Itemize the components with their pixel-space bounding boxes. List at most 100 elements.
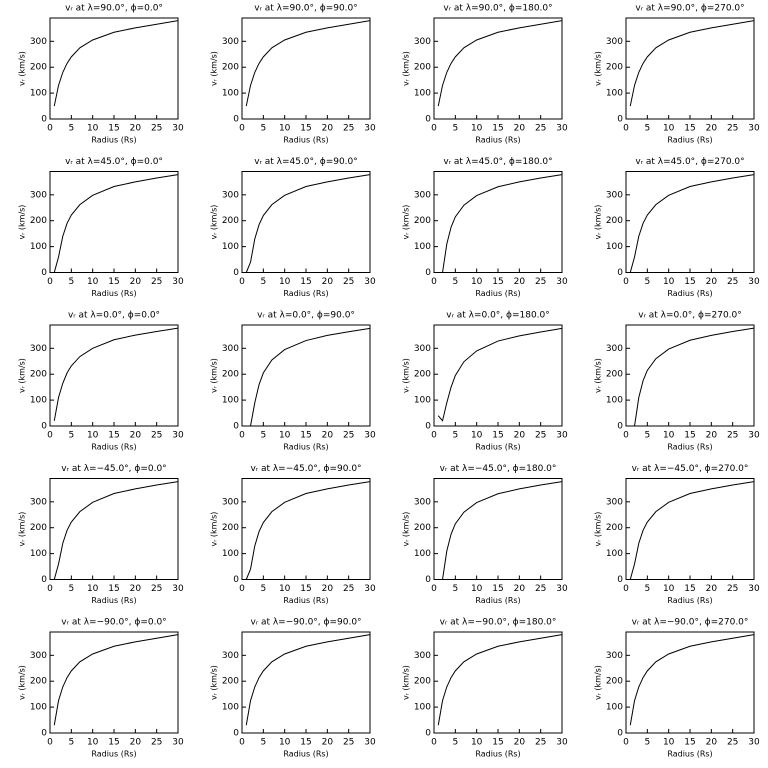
y-axis-label: vᵣ (km/s) xyxy=(594,51,603,86)
y-tick-label: 200 xyxy=(30,63,47,73)
y-tick-label: 300 xyxy=(606,344,623,354)
panel: vᵣ at λ=−45.0°, ϕ=90.0°0 5 10 15 20 25 3001002… xyxy=(210,464,376,605)
x-tick-label: 10 xyxy=(279,584,291,594)
x-tick-label: 5 xyxy=(68,277,74,287)
x-tick-label: 25 xyxy=(727,431,738,441)
y-axis-label: vᵣ (km/s) xyxy=(18,665,27,700)
y-tick-label: 300 xyxy=(606,651,623,661)
y-tick-label: 0 xyxy=(617,729,623,739)
y-tick-label: 100 xyxy=(30,396,47,406)
x-tick-label: 20 xyxy=(322,738,334,748)
x-tick-label: 0 xyxy=(431,277,437,287)
x-tick-label: 15 xyxy=(492,431,503,441)
y-tick-label: 200 xyxy=(414,370,431,380)
y-tick-label: 200 xyxy=(606,63,623,73)
y-tick-label: 0 xyxy=(425,575,431,585)
y-tick-label: 300 xyxy=(606,497,623,507)
panel: vᵣ at λ=90.0°, ϕ=90.0°0 5 10 15 20 25 30010020… xyxy=(210,4,376,145)
x-tick-label: 25 xyxy=(535,584,546,594)
x-tick-label: 25 xyxy=(343,124,354,134)
x-tick-label: 20 xyxy=(322,584,334,594)
x-tick-label: 15 xyxy=(684,124,695,134)
panel-title: vᵣ at λ=−45.0°, ϕ=180.0° xyxy=(440,464,557,474)
x-tick-label: 30 xyxy=(364,431,376,441)
y-tick-label: 300 xyxy=(222,497,239,507)
y-axis-label: vᵣ (km/s) xyxy=(210,665,219,700)
y-tick-label: 300 xyxy=(414,344,431,354)
y-tick-label: 100 xyxy=(606,549,623,559)
y-tick-label: 100 xyxy=(222,396,239,406)
x-tick-label: 5 xyxy=(644,124,650,134)
x-tick-label: 30 xyxy=(556,277,568,287)
x-tick-label: 0 xyxy=(47,584,53,594)
y-tick-label: 100 xyxy=(414,242,431,252)
x-axis-label: Radius (Rs) xyxy=(283,596,328,605)
x-tick-label: 5 xyxy=(260,277,266,287)
y-tick-label: 0 xyxy=(233,115,239,125)
panel-title: vᵣ at λ=90.0°, ϕ=90.0° xyxy=(254,4,358,14)
x-tick-label: 15 xyxy=(492,277,503,287)
panel-title: vᵣ at λ=90.0°, ϕ=270.0° xyxy=(635,4,744,14)
x-tick-label: 0 xyxy=(47,124,53,134)
panel-title: vᵣ at λ=0.0°, ϕ=270.0° xyxy=(638,311,742,321)
panel: vᵣ at λ=45.0°, ϕ=0.0°0 5 10 15 20 25 300100200… xyxy=(18,157,184,298)
y-tick-label: 0 xyxy=(425,422,431,432)
panel: vᵣ at λ=90.0°, ϕ=270.0°0 5 10 15 20 25 3001002… xyxy=(594,4,760,145)
x-axis-label: Radius (Rs) xyxy=(667,136,712,145)
line xyxy=(245,20,371,107)
plot-frame xyxy=(49,631,179,734)
y-tick-label: 100 xyxy=(414,549,431,559)
x-axis-label: Radius (Rs) xyxy=(283,750,328,759)
y-axis-label: vᵣ (km/s) xyxy=(210,358,219,393)
y-tick-label: 300 xyxy=(30,651,47,661)
x-tick-label: 10 xyxy=(87,431,99,441)
x-tick-label: 20 xyxy=(130,277,142,287)
y-tick-label: 0 xyxy=(233,268,239,278)
x-tick-label: 25 xyxy=(151,277,162,287)
x-tick-label: 20 xyxy=(322,124,334,134)
x-tick-label: 15 xyxy=(108,584,119,594)
x-tick-label: 0 xyxy=(431,431,437,441)
y-tick-label: 0 xyxy=(617,268,623,278)
y-axis-label: vᵣ (km/s) xyxy=(594,665,603,700)
x-tick-label: 20 xyxy=(322,431,334,441)
x-tick-label: 10 xyxy=(471,584,483,594)
x-tick-label: 0 xyxy=(623,584,629,594)
x-tick-label: 5 xyxy=(68,584,74,594)
x-tick-label: 10 xyxy=(87,584,99,594)
y-tick-label: 300 xyxy=(606,37,623,47)
x-tick-label: 25 xyxy=(151,584,162,594)
line xyxy=(438,174,563,273)
y-tick-label: 100 xyxy=(222,549,239,559)
x-tick-label: 5 xyxy=(644,431,650,441)
y-tick-label: 200 xyxy=(414,523,431,533)
y-axis-label: vᵣ (km/s) xyxy=(594,205,603,240)
panel-title: vᵣ at λ=−90.0°, ϕ=180.0° xyxy=(440,618,557,628)
line xyxy=(246,327,371,427)
y-tick-label: 0 xyxy=(41,575,47,585)
y-tick-label: 200 xyxy=(606,677,623,687)
x-tick-label: 30 xyxy=(748,124,760,134)
x-tick-label: 25 xyxy=(535,277,546,287)
y-tick-label: 100 xyxy=(30,703,47,713)
x-tick-label: 0 xyxy=(431,124,437,134)
y-tick-label: 0 xyxy=(233,575,239,585)
panel: vᵣ at λ=−90.0°, ϕ=180.0°0 5 10 15 20 25 300100… xyxy=(402,618,568,759)
panel-title: vᵣ at λ=−45.0°, ϕ=0.0° xyxy=(61,464,166,474)
y-tick-label: 200 xyxy=(30,523,47,533)
x-tick-label: 25 xyxy=(151,431,162,441)
x-tick-label: 25 xyxy=(535,124,546,134)
panel-title: vᵣ at λ=45.0°, ϕ=0.0° xyxy=(65,157,163,167)
y-tick-label: 0 xyxy=(41,115,47,125)
y-tick-label: 300 xyxy=(222,190,239,200)
plot-frame xyxy=(433,631,563,734)
x-tick-label: 30 xyxy=(364,277,376,287)
x-tick-label: 20 xyxy=(130,124,142,134)
y-tick-label: 200 xyxy=(30,370,47,380)
y-axis-label: vᵣ (km/s) xyxy=(402,205,411,240)
panel-title: vᵣ at λ=−90.0°, ϕ=90.0° xyxy=(250,618,361,628)
x-tick-label: 15 xyxy=(684,431,695,441)
x-tick-label: 20 xyxy=(514,584,526,594)
x-tick-label: 25 xyxy=(151,124,162,134)
